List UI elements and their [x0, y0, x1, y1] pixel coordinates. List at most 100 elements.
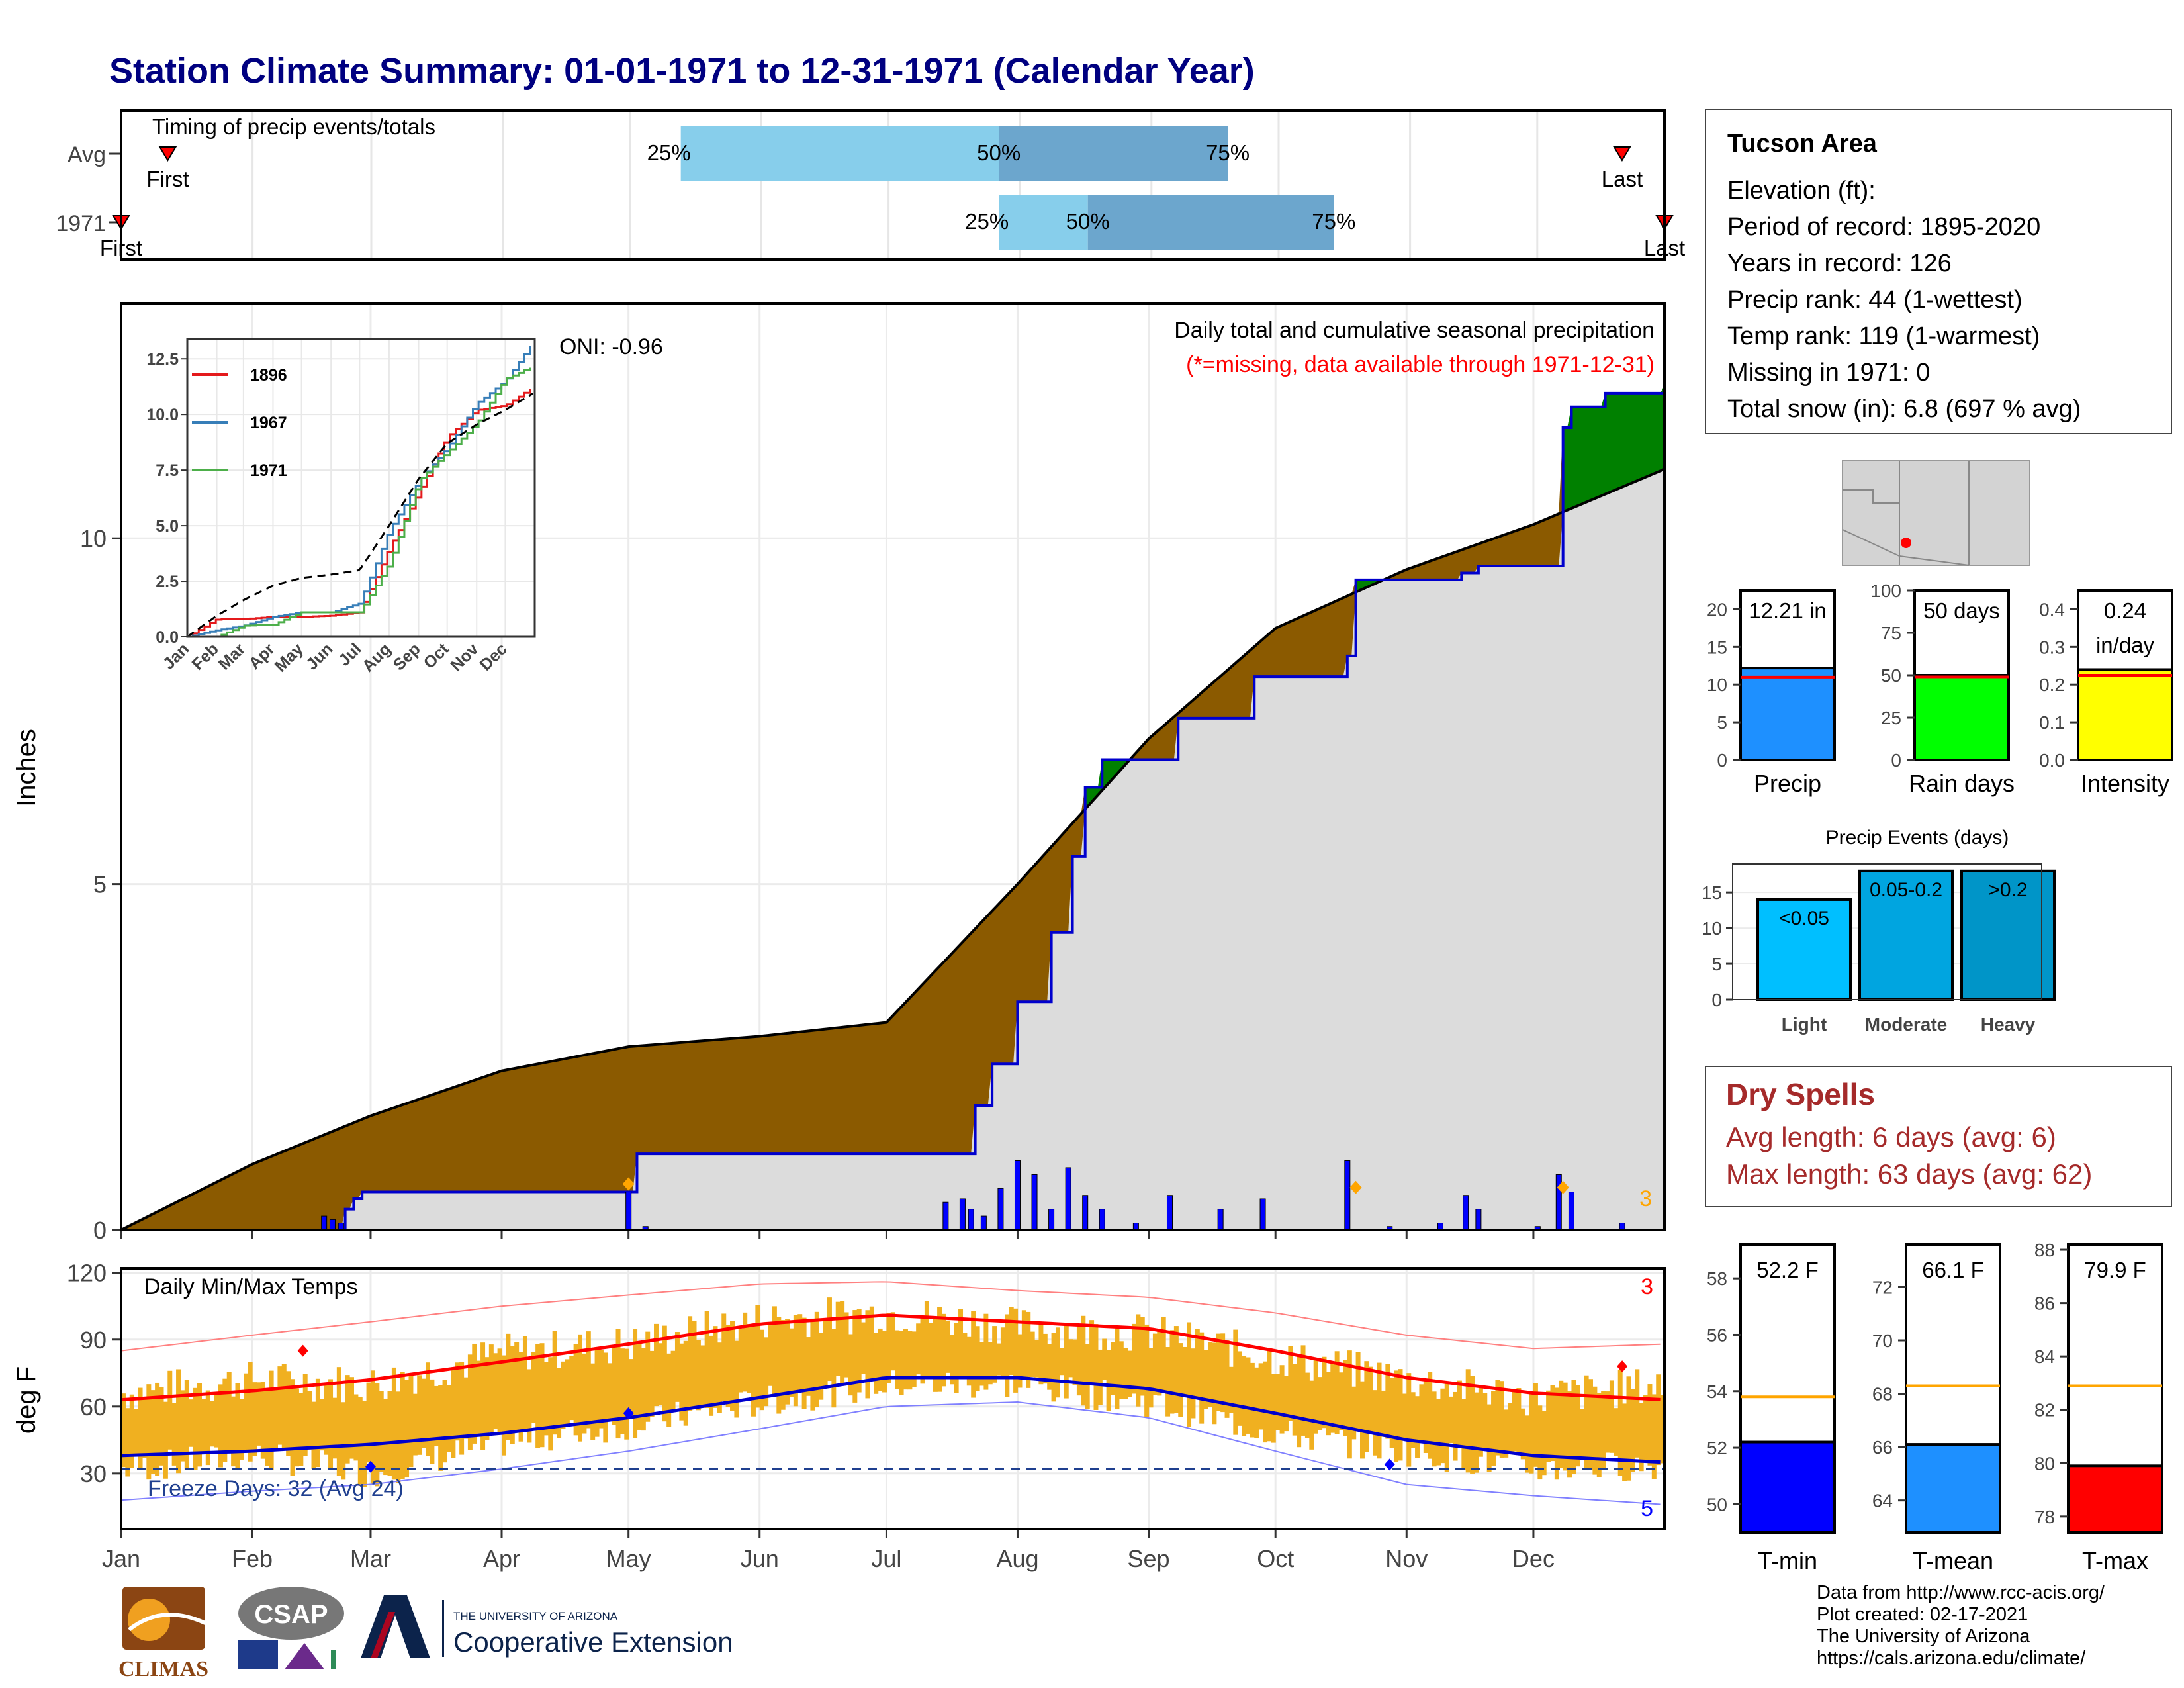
temp-bar-tick-label: 68 — [1872, 1384, 1893, 1405]
daily-temp-bar — [1639, 1403, 1644, 1472]
daily-temp-bar — [510, 1346, 515, 1444]
daily-temp-bar — [294, 1388, 299, 1467]
daily-temp-bar — [1279, 1365, 1285, 1434]
daily-temp-bar — [1537, 1405, 1543, 1480]
daily-temp-bar — [1546, 1390, 1551, 1462]
daily-temp-bar — [311, 1401, 316, 1469]
daily-temp-bar — [408, 1376, 414, 1468]
daily-temp-bar — [666, 1353, 672, 1427]
daily-temp-bar — [688, 1316, 693, 1411]
inset-y-tick-label: 5.0 — [156, 517, 179, 536]
precip-caption: Daily total and cumulative seasonal prec… — [1174, 318, 1655, 343]
temp-y-tick-label: 90 — [80, 1327, 107, 1354]
daily-temp-bar — [231, 1396, 236, 1467]
daily-temp-bar — [1136, 1314, 1141, 1407]
daily-temp-bar — [332, 1397, 338, 1459]
daily-temp-bar — [916, 1323, 921, 1375]
mini-bar-value — [2077, 668, 2173, 762]
station-info-line: Missing in 1971: 0 — [1727, 359, 1931, 387]
station-info-line: Total snow (in): 6.8 (697 % avg) — [1727, 395, 2081, 423]
daily-temp-bar — [281, 1364, 287, 1449]
events-bar-label: 0.05-0.2 — [1870, 879, 1942, 901]
map-state-border — [1843, 489, 1899, 504]
daily-temp-bar — [1047, 1344, 1052, 1390]
cumulative-inset-chart: 0.02.55.07.510.012.5JanFebMarAprMayJunJu… — [146, 338, 536, 676]
timing-pct-label: 75% — [1312, 209, 1355, 234]
daily-temp-bar — [734, 1340, 739, 1418]
daily-temp-bar — [1609, 1380, 1614, 1453]
timing-pct-label: 50% — [977, 140, 1021, 165]
station-info-line: Temp rank: 119 (1-warmest) — [1727, 322, 2040, 350]
daily-precip-bar — [1099, 1209, 1105, 1231]
daily-temp-bar — [412, 1393, 418, 1456]
cooperative-extension-wordmark: Cooperative Extension — [453, 1626, 733, 1658]
daily-temp-bar — [641, 1348, 646, 1431]
daily-temp-bar — [1148, 1348, 1154, 1408]
daily-temp-bar — [692, 1320, 697, 1407]
daily-temp-bar — [920, 1317, 925, 1384]
temp-bar-value-label: 52.2 F — [1756, 1258, 1819, 1282]
daily-temp-bar — [1614, 1408, 1619, 1456]
mini-bar-tick-label: 0.1 — [2039, 712, 2065, 733]
daily-temp-bar — [1203, 1350, 1208, 1409]
daily-temp-bar — [607, 1363, 612, 1420]
daily-temp-bar — [996, 1343, 1001, 1376]
daily-temp-bar — [852, 1310, 858, 1403]
daily-temp-bar — [971, 1311, 976, 1398]
daily-temp-bar — [1660, 1395, 1665, 1464]
inset-plot-bg — [187, 339, 535, 637]
daily-temp-bar — [472, 1343, 477, 1444]
daily-temp-bar — [197, 1383, 202, 1467]
daily-temp-bar — [759, 1329, 764, 1411]
daily-temp-bar — [1055, 1327, 1060, 1398]
mini-bar-tick-label: 10 — [1707, 675, 1727, 695]
csap-cloud-icon — [238, 1587, 344, 1640]
month-label: Dec — [1512, 1545, 1555, 1572]
mini-bar-tick-label: 5 — [1717, 712, 1727, 733]
temp-bar-tick-label: 80 — [2034, 1453, 2055, 1474]
daily-temp-bar — [1034, 1340, 1040, 1378]
precip-normal-area — [121, 469, 1664, 1230]
daily-temp-bar — [273, 1389, 278, 1451]
daily-temp-bar — [1482, 1393, 1488, 1449]
daily-temp-bar — [704, 1311, 709, 1409]
timing-title: Timing of precip events/totals — [152, 115, 435, 139]
daily-temp-bar — [1026, 1311, 1031, 1388]
month-label: Jun — [741, 1545, 779, 1572]
daily-temp-bar — [1013, 1308, 1019, 1393]
daily-temp-bar — [184, 1380, 189, 1470]
record-precip-marker — [1557, 1180, 1569, 1194]
temp-y-axis-label: deg F — [12, 1366, 41, 1434]
daily-temp-bar — [856, 1309, 862, 1393]
daily-temp-bar — [696, 1340, 701, 1411]
daily-temp-bar — [315, 1378, 320, 1468]
daily-temp-bar — [1520, 1408, 1525, 1460]
daily-temp-bar — [937, 1307, 942, 1392]
record-min-line — [120, 1401, 1661, 1505]
avg-min-line — [120, 1376, 1661, 1464]
record-temp-marker — [365, 1460, 376, 1473]
daily-temp-bar — [150, 1390, 156, 1475]
daily-temp-bar — [768, 1325, 773, 1386]
daily-temp-bar — [1491, 1391, 1496, 1466]
daily-temp-bar — [1499, 1381, 1504, 1458]
daily-temp-bar — [1402, 1393, 1407, 1441]
daily-temp-bar — [446, 1385, 451, 1452]
inset-series-line-1971 — [187, 367, 531, 638]
daily-temp-bar — [260, 1382, 265, 1459]
daily-temp-bar — [1017, 1334, 1023, 1388]
timing-panel: Timing of precip events/totals Avg 25% 50% 7… — [56, 109, 1685, 261]
daily-temp-bar — [1165, 1347, 1171, 1417]
daily-temp-bar — [1304, 1372, 1310, 1438]
daily-temp-bar — [522, 1336, 527, 1432]
daily-temp-bar — [163, 1401, 168, 1479]
temp-y-tick-label: 120 — [67, 1260, 107, 1287]
first-event-label: First — [146, 167, 189, 191]
mini-bar-tick-label: 75 — [1881, 623, 1901, 643]
daily-temp-bar — [324, 1384, 329, 1455]
mini-bar-value — [1739, 667, 1836, 761]
daily-temp-bar — [455, 1362, 460, 1441]
mini-bar-label: Precip — [1754, 770, 1821, 797]
mini-bar-value — [1913, 674, 2010, 761]
